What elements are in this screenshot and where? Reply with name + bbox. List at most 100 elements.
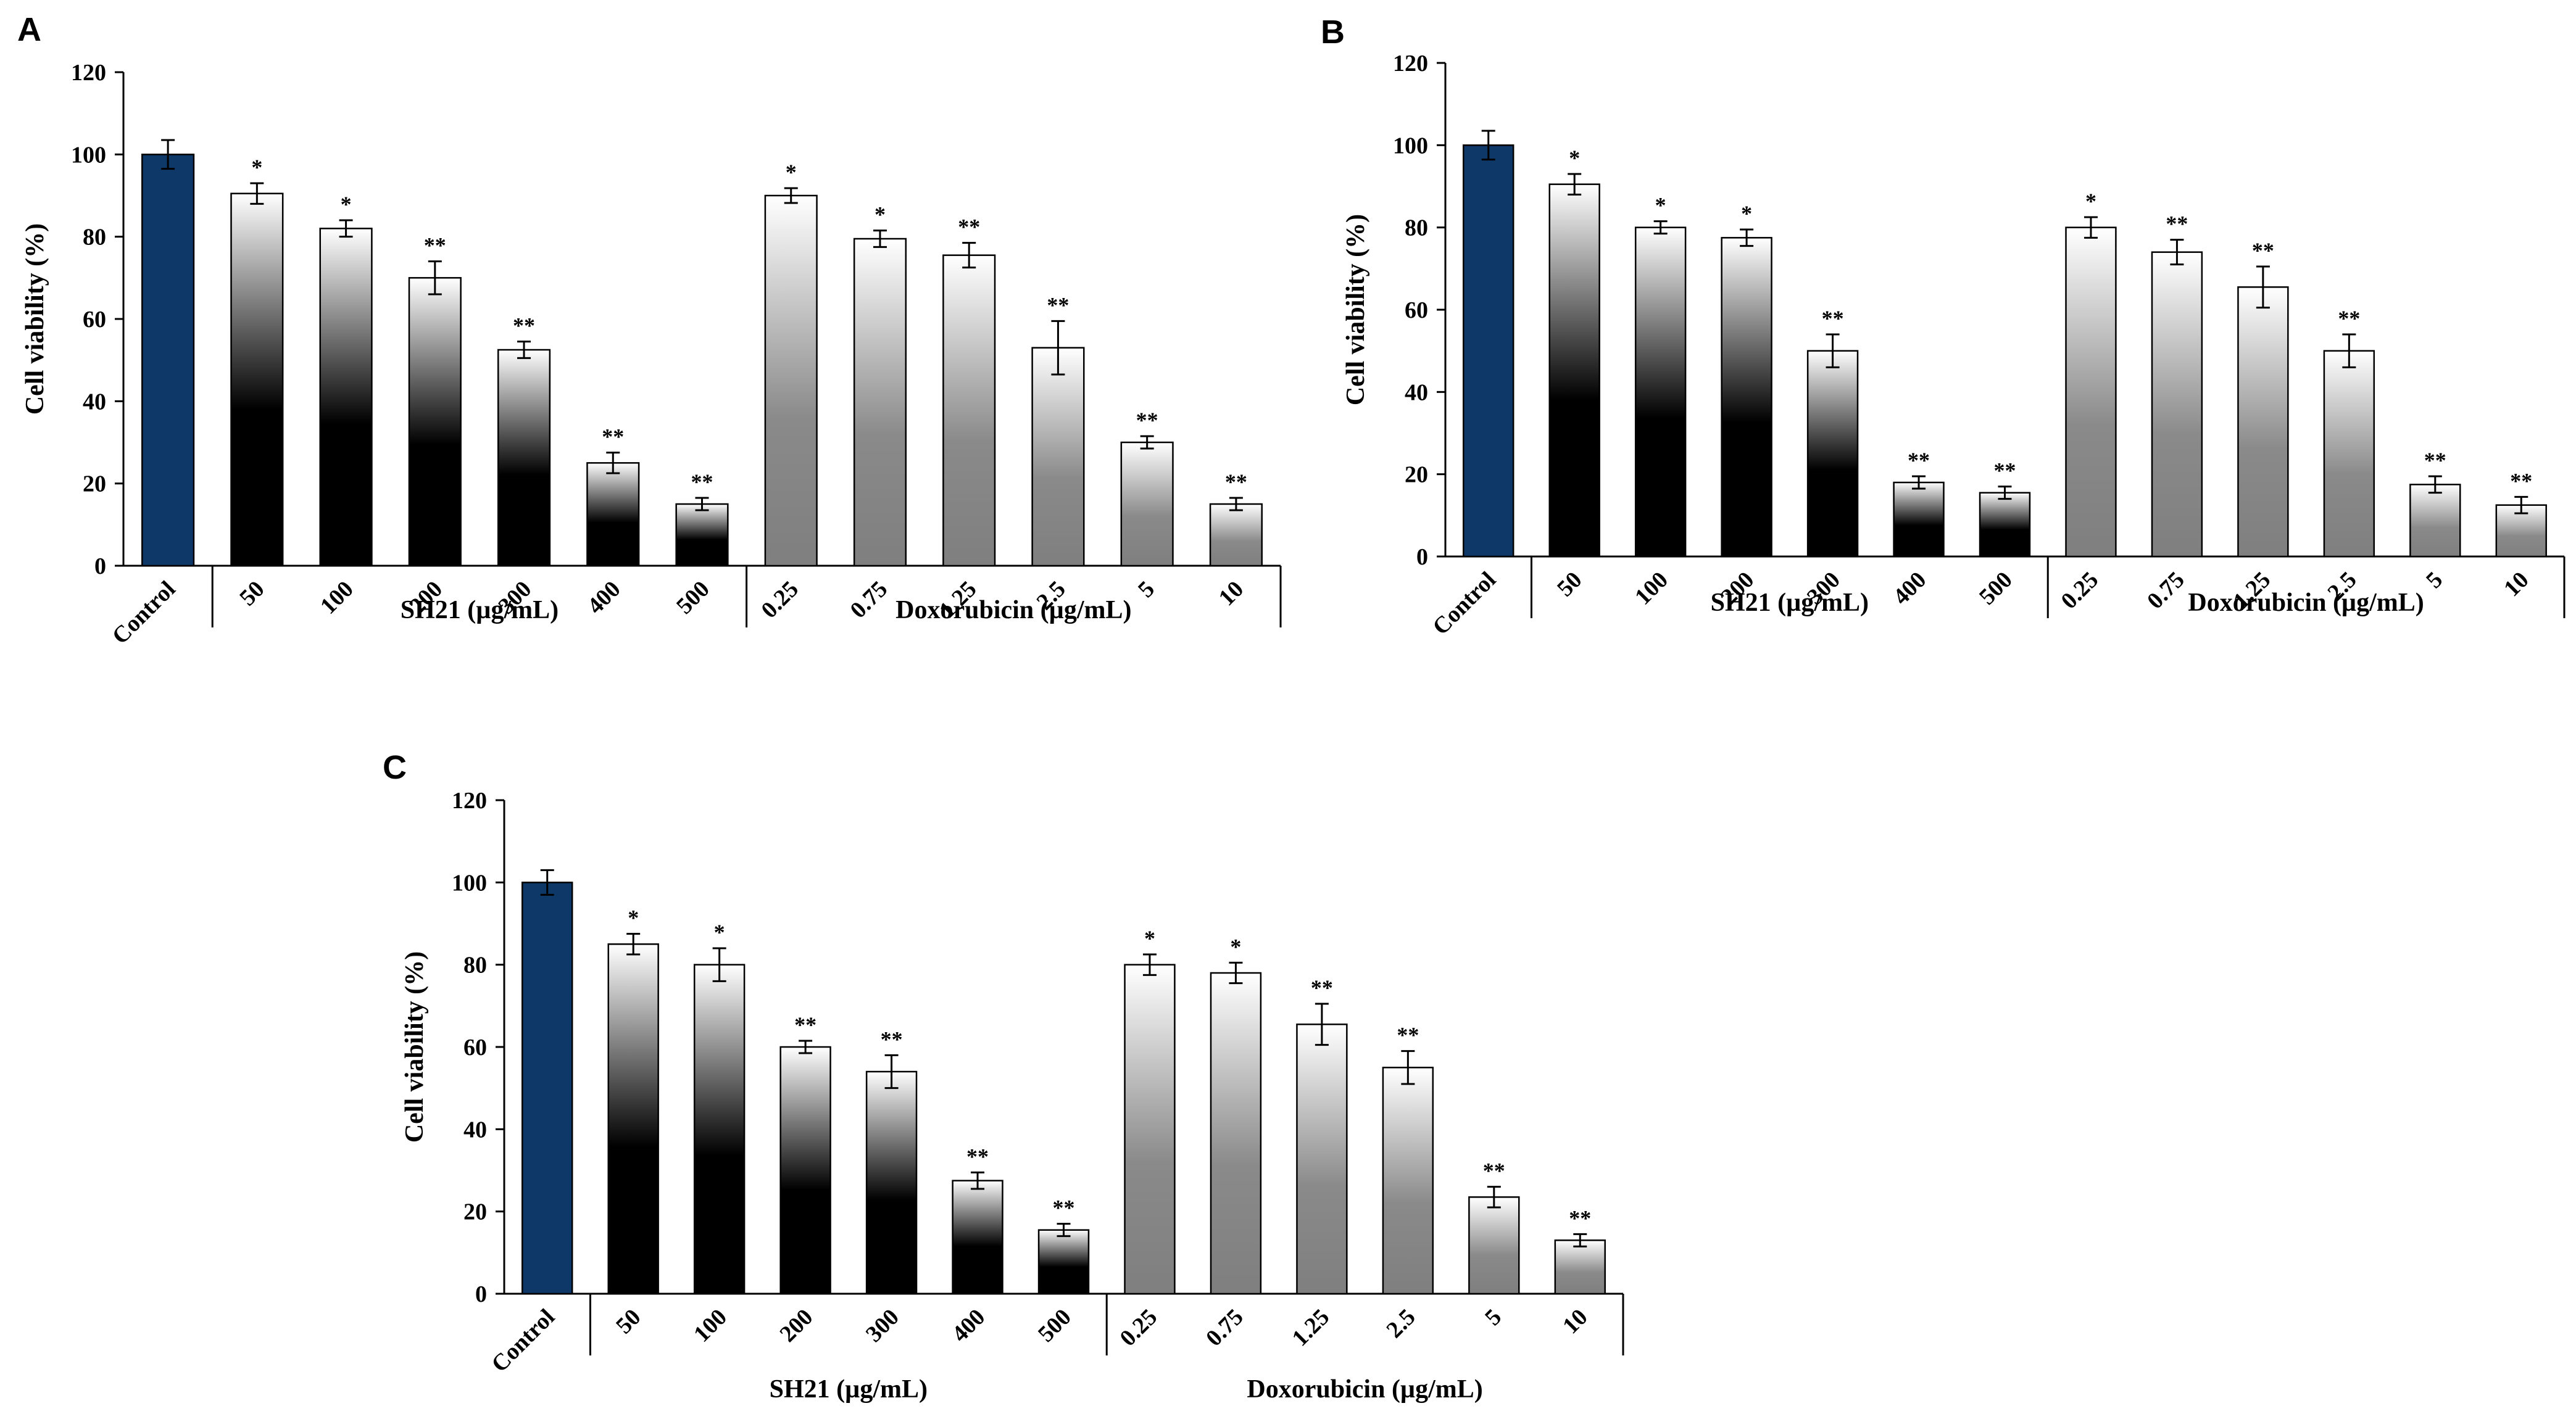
significance-label: *	[1655, 193, 1666, 218]
significance-label: *	[628, 906, 639, 930]
x-category-label: 0.75	[1201, 1304, 1249, 1352]
y-tick-label: 60	[463, 1035, 487, 1061]
sh21-bar	[1634, 226, 1687, 558]
significance-label: **	[2510, 468, 2532, 493]
y-tick-label: 0	[1416, 544, 1428, 570]
panel-label: B	[1321, 14, 1345, 51]
significance-label: **	[1047, 292, 1069, 317]
significance-label: **	[958, 215, 980, 239]
x-category-label: 0.25	[2056, 567, 2104, 614]
x-category-label: Control	[1427, 567, 1501, 640]
panel-label: A	[17, 11, 41, 48]
significance-label: **	[794, 1012, 816, 1037]
y-tick-label: 120	[1393, 51, 1428, 77]
sh21-bar	[865, 1070, 918, 1295]
sh21-bar	[1806, 350, 1859, 558]
doxorubicin-bar	[1210, 972, 1262, 1295]
x-category-label: 5	[1480, 1304, 1506, 1331]
significance-label: **	[1994, 458, 2016, 483]
sh21-bar	[497, 349, 551, 567]
y-axis-title: Cell viability (%)	[1342, 214, 1370, 405]
x-category-label: 5	[1133, 576, 1160, 603]
significance-label: **	[424, 233, 446, 258]
group-label: SH21 (µg/mL)	[770, 1375, 928, 1404]
x-category-label: 500	[671, 576, 715, 619]
sh21-bar	[586, 462, 640, 567]
doxorubicin-bar	[2151, 251, 2203, 558]
y-tick-label: 100	[1393, 133, 1428, 159]
chart-panel-a: A Cell viability (%) 0 20 40 60 80 100 120 Contro…	[17, 11, 1282, 650]
significance-label: **	[1053, 1196, 1075, 1220]
doxorubicin-bar	[1382, 1067, 1434, 1295]
significance-label: **	[2166, 212, 2188, 236]
sh21-bar	[1037, 1229, 1090, 1295]
doxorubicin-bar	[2065, 226, 2117, 558]
group-label: Doxorubicin (µg/mL)	[895, 596, 1131, 624]
sh21-bar	[675, 503, 729, 567]
group-label: Doxorubicin (µg/mL)	[2188, 589, 2424, 617]
y-tick-label: 120	[71, 60, 106, 86]
y-tick-label: 20	[463, 1199, 487, 1225]
control-bar	[1463, 144, 1514, 558]
significance-label: **	[513, 313, 535, 338]
y-tick-label: 40	[1405, 379, 1428, 405]
x-category-label: 100	[315, 576, 359, 619]
panel-label: C	[383, 749, 407, 786]
x-category-label: 1.25	[1287, 1304, 1335, 1352]
doxorubicin-bar	[2409, 484, 2461, 558]
y-tick-label: 60	[1405, 297, 1428, 323]
significance-label: *	[1569, 146, 1580, 170]
doxorubicin-bar	[2237, 286, 2289, 558]
x-category-label: 50	[1552, 567, 1587, 602]
group-label: SH21 (µg/mL)	[1711, 589, 1869, 617]
x-category-label: 10	[2499, 567, 2534, 602]
significance-label: **	[1136, 408, 1158, 432]
sh21-bar	[319, 228, 373, 567]
x-category-label: 100	[1630, 567, 1673, 610]
y-tick-label: 40	[463, 1117, 487, 1143]
significance-label: *	[714, 920, 725, 945]
y-tick-label: 20	[1405, 462, 1428, 488]
x-category-label: Control	[107, 576, 181, 650]
chart-panel-b: B Cell viability (%) 0 20 40 60 80 100 120 Contro…	[1321, 14, 2566, 640]
sh21-bar	[1721, 237, 1772, 558]
x-category-label: 0.75	[2142, 567, 2190, 614]
doxorubicin-bar	[1120, 441, 1174, 567]
sh21-bar	[1979, 492, 2031, 558]
control-bar	[141, 154, 195, 567]
significance-label: **	[602, 424, 624, 449]
x-category-label: 0.75	[846, 576, 893, 624]
significance-label: **	[1397, 1023, 1419, 1048]
y-tick-label: 40	[83, 389, 106, 415]
significance-label: **	[691, 469, 713, 494]
x-category-label: 400	[583, 576, 626, 619]
sh21-bar	[779, 1046, 831, 1295]
x-category-label: 5	[2421, 567, 2448, 594]
sh21-bar	[1548, 183, 1600, 558]
sh21-bar	[408, 277, 462, 567]
y-tick-label: 0	[475, 1281, 487, 1307]
doxorubicin-bar	[853, 238, 907, 567]
significance-label: *	[341, 192, 352, 217]
y-tick-label: 100	[452, 870, 487, 896]
x-category-label: 200	[775, 1304, 818, 1347]
x-category-label: Control	[486, 1304, 560, 1378]
significance-label: **	[1225, 469, 1247, 494]
significance-label: **	[1483, 1159, 1505, 1183]
doxorubicin-bar	[1468, 1196, 1520, 1295]
sh21-bar	[952, 1180, 1003, 1295]
y-tick-label: 80	[83, 225, 106, 250]
x-category-label: 10	[1558, 1304, 1593, 1339]
significance-label: **	[1311, 975, 1333, 1000]
doxorubicin-bar	[2323, 350, 2375, 558]
significance-label: *	[251, 155, 262, 180]
significance-label: **	[1822, 306, 1844, 331]
y-axis-title: Cell viability (%)	[21, 223, 49, 415]
x-category-label: 0.25	[756, 576, 804, 624]
significance-label: **	[881, 1027, 903, 1051]
sh21-bar	[230, 192, 284, 567]
doxorubicin-bar	[1124, 964, 1176, 1295]
significance-label: *	[875, 202, 886, 227]
y-tick-label: 100	[71, 142, 106, 168]
